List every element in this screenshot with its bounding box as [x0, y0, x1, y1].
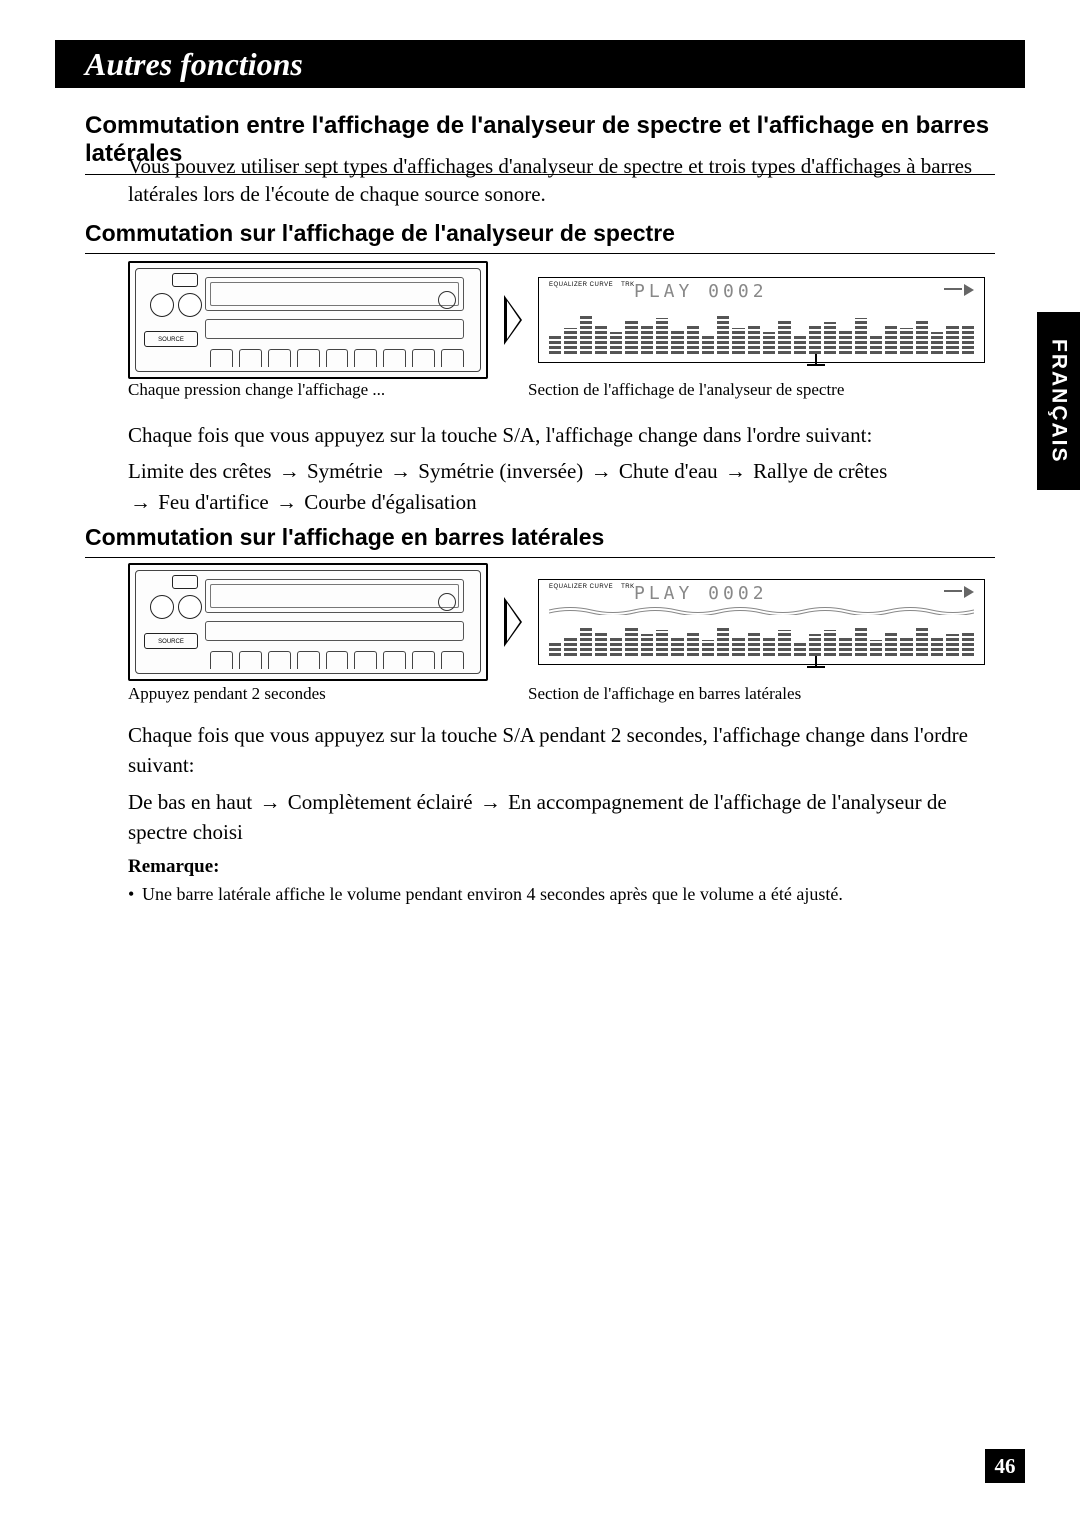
arrow-icon: → [725, 456, 746, 486]
caption1-left: Chaque pression change l'affichage ... [128, 380, 528, 400]
eject-button-icon [438, 593, 456, 611]
section2-p1: Chaque fois que vous appuyez sur la touc… [128, 720, 985, 781]
header-bar: Autres fonctions [55, 40, 1025, 88]
section2-sequence: De bas en haut → Complètement éclairé → … [128, 787, 985, 848]
section1-title: Commutation sur l'affichage de l'analyse… [85, 220, 995, 254]
lcd-trk-label: TRK [621, 282, 635, 288]
diagram-row-1: SOURCE EQUALIZER CURVE TRK PLAY 0002 [128, 260, 985, 380]
stereo-illustration: SOURCE [128, 563, 488, 681]
seq-item: Rallye de crêtes [753, 459, 887, 483]
sa-button-icon [178, 595, 202, 619]
arrow-icon: → [259, 787, 280, 817]
arrow-icon: → [276, 487, 297, 517]
seq-item: Symétrie (inversée) [418, 459, 583, 483]
arrow-icon: → [130, 487, 151, 517]
section2-title: Commutation sur l'affichage en barres la… [85, 524, 995, 558]
lcd-play-text: PLAY 0002 [634, 583, 934, 604]
stereo-illustration: SOURCE [128, 261, 488, 379]
arrow-icon: → [390, 456, 411, 486]
page-number: 46 [985, 1449, 1025, 1483]
sidebar-bars [549, 608, 974, 656]
arrow-icon [504, 597, 522, 647]
bullet-icon: • [128, 882, 142, 906]
lcd-eq-label: EQUALIZER CURVE [549, 584, 613, 590]
intro-paragraph: Vous pouvez utiliser sept types d'affich… [128, 152, 985, 209]
lcd-pointer-icon [815, 354, 817, 364]
caption2-right: Section de l'affichage en barres latéral… [528, 684, 985, 704]
lcd-eq-label: EQUALIZER CURVE [549, 282, 613, 288]
seq-item: Symétrie [307, 459, 383, 483]
lcd-arrow-icon [944, 284, 974, 298]
lcd-play-text: PLAY 0002 [634, 281, 934, 302]
seq-item: Complètement éclairé [288, 790, 473, 814]
arrow-icon: → [480, 787, 501, 817]
remark-text: Une barre latérale affiche le volume pen… [142, 884, 843, 904]
diagram-row-2: SOURCE EQUALIZER CURVE TRK PLAY 0002 [128, 562, 985, 682]
arrow-icon [504, 295, 522, 345]
seq-item: Limite des crêtes [128, 459, 271, 483]
arrow-icon: → [279, 456, 300, 486]
source-button-label: SOURCE [144, 633, 198, 649]
remark-title: Remarque: [128, 856, 219, 878]
source-button-label: SOURCE [144, 331, 198, 347]
seq-item: De bas en haut [128, 790, 252, 814]
lcd-spectrum-display: EQUALIZER CURVE TRK PLAY 0002 [538, 277, 985, 363]
section1-body: Chaque fois que vous appuyez sur la touc… [128, 420, 985, 523]
spectrum-bars [549, 306, 974, 354]
seq-item: Courbe d'égalisation [304, 490, 476, 514]
caption2-left: Appuyez pendant 2 secondes [128, 684, 528, 704]
arrow-icon: → [591, 456, 612, 486]
section1-sequence: Limite des crêtes → Symétrie → Symétrie … [128, 456, 985, 517]
header-title: Autres fonctions [85, 46, 303, 83]
caption1-right: Section de l'affichage de l'analyseur de… [528, 380, 985, 400]
seq-item: Feu d'artifice [158, 490, 269, 514]
section1-p1: Chaque fois que vous appuyez sur la touc… [128, 420, 985, 450]
caption-row-2: Appuyez pendant 2 secondes Section de l'… [128, 684, 985, 704]
language-tab: FRANÇAIS [1037, 312, 1080, 490]
caption-row-1: Chaque pression change l'affichage ... S… [128, 380, 985, 400]
seq-item: Chute d'eau [619, 459, 718, 483]
lcd-trk-label: TRK [621, 584, 635, 590]
lcd-arrow-icon [944, 586, 974, 600]
remark-body: •Une barre latérale affiche le volume pe… [128, 882, 985, 906]
lcd-pointer-icon [815, 656, 817, 666]
section2-body: Chaque fois que vous appuyez sur la touc… [128, 720, 985, 854]
eject-button-icon [438, 291, 456, 309]
sa-button-icon [178, 293, 202, 317]
lcd-sidebar-display: EQUALIZER CURVE TRK PLAY 0002 [538, 579, 985, 665]
